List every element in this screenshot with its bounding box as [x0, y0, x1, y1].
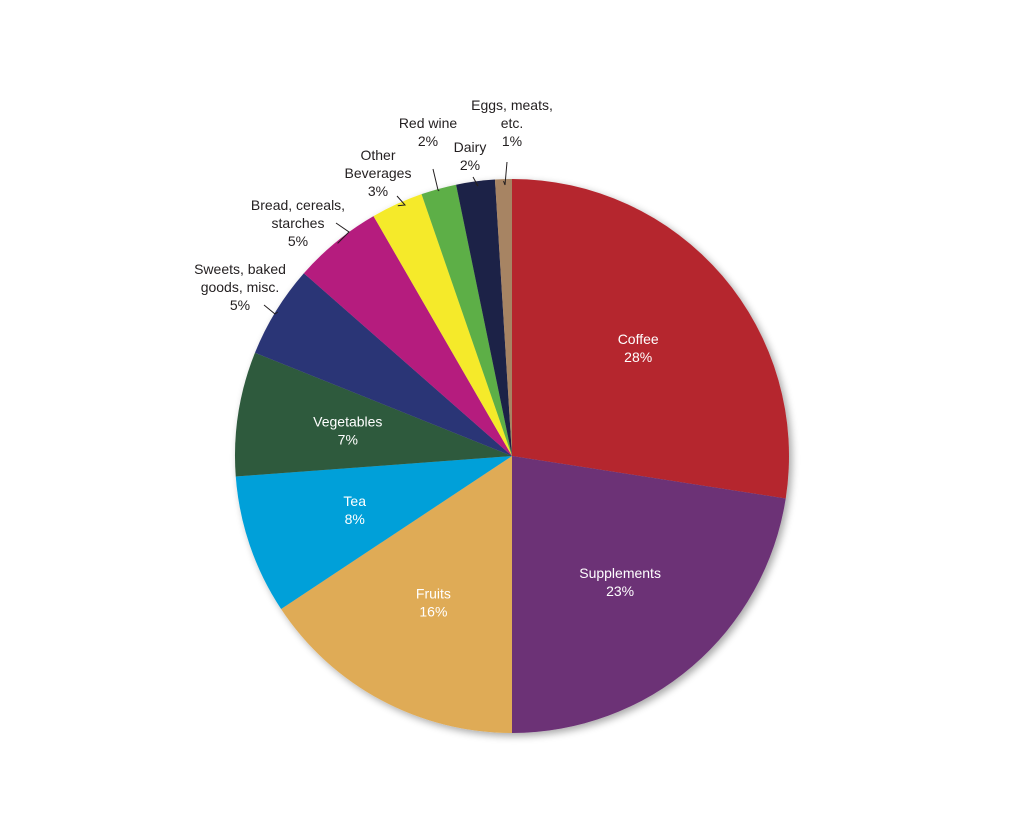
slice-label-other-beverages: Other Beverages 3% — [345, 147, 412, 199]
slice-percent: 1% — [502, 133, 522, 149]
slice-label-line: Bread, cereals, — [251, 197, 345, 213]
pie-slice-dairy — [456, 179, 512, 456]
slice-label-supplements: Supplements 23% — [579, 565, 661, 599]
leader-line-bread-cereals-starches — [335, 222, 350, 244]
leader-line-red-wine — [432, 168, 440, 192]
leader-line-other-beverages — [396, 195, 407, 207]
leader-line-dairy — [472, 176, 479, 187]
pie-slice-red-wine — [421, 184, 512, 456]
pie-slice-coffee — [512, 179, 789, 499]
slice-label-line: Supplements — [579, 565, 661, 581]
slice-label-red-wine: Red wine 2% — [399, 115, 458, 149]
slice-percent: 7% — [338, 432, 358, 448]
slice-labels: Coffee 28% Supplements 23% Fruits 16% Tea 8% Veg… — [194, 97, 661, 619]
slice-percent: 5% — [288, 233, 308, 249]
slice-label-line: Eggs, meats, — [471, 97, 553, 113]
slice-label-line: Dairy — [454, 139, 487, 155]
slice-percent: 2% — [460, 157, 480, 173]
slice-label-line: etc. — [501, 115, 524, 131]
slice-label-line: Coffee — [618, 331, 659, 347]
slice-label-line: Other — [360, 147, 395, 163]
slice-percent: 8% — [345, 511, 365, 527]
pie-slice-supplements — [512, 456, 786, 733]
leader-lines — [263, 161, 508, 315]
slice-label-tea: Tea 8% — [343, 493, 366, 527]
pie-slice-sweets-baked-goods-misc — [254, 273, 512, 456]
slice-percent: 28% — [624, 349, 652, 365]
slice-percent: 5% — [230, 297, 250, 313]
slice-label-vegetables: Vegetables 7% — [313, 414, 382, 448]
slice-label-line: Sweets, baked — [194, 261, 286, 277]
slice-label-sweets-baked-goods-misc: Sweets, baked goods, misc. 5% — [194, 261, 286, 313]
leader-line-sweets-baked-goods-misc — [263, 304, 278, 315]
leader-line-eggs-meats-etc — [503, 161, 508, 186]
pie-slices — [235, 179, 789, 733]
slice-percent: 23% — [606, 583, 634, 599]
slice-label-line: Red wine — [399, 115, 458, 131]
pie-slice-fruits — [281, 456, 512, 733]
pie-slice-bread-cereals-starches — [303, 216, 512, 456]
slice-label-line: starches — [272, 215, 325, 231]
slice-percent: 16% — [419, 603, 447, 619]
slice-label-coffee: Coffee 28% — [618, 331, 659, 365]
slice-label-line: Beverages — [345, 165, 412, 181]
pie-slice-eggs-meats-etc — [494, 179, 512, 456]
slice-label-dairy: Dairy 2% — [454, 139, 487, 173]
slice-label-line: goods, misc. — [201, 279, 280, 295]
slice-label-line: Fruits — [416, 585, 451, 601]
slice-percent: 3% — [368, 183, 388, 199]
slice-label-eggs-meats-etc: Eggs, meats, etc. 1% — [471, 97, 553, 149]
slice-label-bread-cereals-starches: Bread, cereals, starches 5% — [251, 197, 345, 249]
slice-percent: 2% — [418, 133, 438, 149]
pie-slice-tea — [235, 456, 512, 610]
slice-label-line: Vegetables — [313, 414, 382, 430]
pie-slice-vegetables — [235, 352, 512, 477]
pie-slice-other-beverages — [373, 194, 512, 456]
slice-label-line: Tea — [343, 493, 366, 509]
slice-label-fruits: Fruits 16% — [416, 585, 451, 619]
